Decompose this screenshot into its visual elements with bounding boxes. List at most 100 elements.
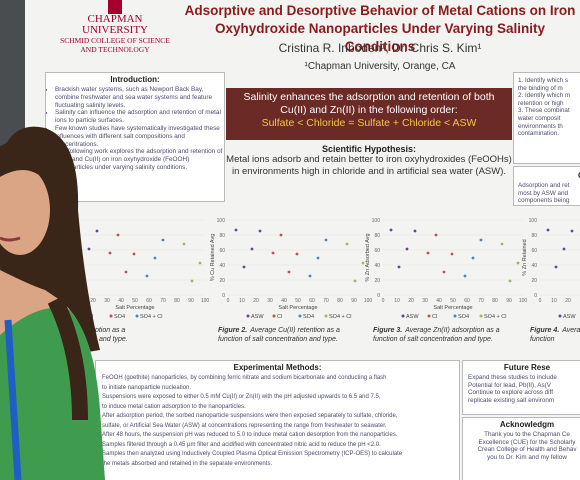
y-tick-label: 80 [374,233,380,239]
affiliation: ¹Chapman University, Orange, CA [304,61,456,72]
plot-dot [190,279,194,283]
x-tick-label: 10 [239,298,245,304]
plot-dot [397,265,401,269]
plot-dot [182,242,186,246]
plot-dot [500,242,504,246]
ack-line: Excellence (CUE) for the Scholarly [478,438,576,446]
plot-dot [361,261,365,265]
legend-swatch [324,314,328,318]
legend-label: ASW [406,314,419,320]
y-tick-label: 60 [374,248,380,254]
methods-line: to induce metal cation adsorption to the… [102,403,246,410]
plot-dot [546,228,550,232]
plot-dot [116,233,120,237]
y-tick-label: 40 [219,263,225,269]
y-tick-label: 80 [531,233,537,239]
order: Sulfate < Chloride = Sulfate + Chloride … [261,117,477,129]
y-tick-label: 20 [374,278,380,284]
x-tick-label: 80 [174,298,180,304]
x-tick-label: 70 [323,298,329,304]
objective-line: water composit [518,114,561,122]
plot-dot [258,229,262,233]
x-tick-label: 20 [408,298,414,304]
legend-label: SO4 + Cl [140,314,162,320]
x-tick-label: 20 [565,298,571,304]
plot-dot [250,247,254,251]
plot-dot [516,261,520,265]
plot-dot [353,279,357,283]
x-tick-label: 60 [464,298,470,304]
future-title: Future Rese [503,363,551,372]
x-tick-label: 60 [309,298,315,304]
methods-line: FeOOH (goethite) nanoparticles, by combi… [102,375,387,381]
methods-line: After 48 hours, the suspension pH was re… [102,432,398,438]
plot-dot [234,228,238,232]
x-tick-label: 90 [506,298,512,304]
x-tick-label: 30 [104,298,110,304]
future-line: Continue to explore across diff [468,389,553,397]
x-tick-label: 80 [492,298,498,304]
title: Adsorptive and Desorptive Behavior of Me… [180,2,580,56]
objective-line: retention or high [518,99,564,107]
plot-dot [450,252,454,256]
plot-dot [345,242,349,246]
x-tick-label: 20 [253,298,259,304]
plot-dot [153,256,157,260]
future-box: Future Rese Expand these studies to incl… [462,360,580,415]
plot-dot [87,247,91,251]
legend-swatch [479,314,483,318]
y-tick-label: 80 [219,233,225,239]
x-tick-label: 20 [90,298,96,304]
objective-line: the binding of m [518,84,563,92]
legend-swatch [246,314,250,318]
y-tick-label: 0 [534,293,537,299]
methods-title: Experimental Methods: [233,363,322,372]
legend-swatch [135,314,139,318]
logo-text: CHAPMAN [87,13,143,25]
caption-text: Average Cu(II) retention as a [249,327,340,334]
intro-bullet: The following work explores the adsorpti… [55,148,224,171]
ack-line: Crean College of Health and Behav [477,446,577,454]
y-tick-label: 60 [531,248,537,254]
logo-text: UNIVERSITY [82,24,148,36]
plot-dot [287,270,291,274]
caption-text: function of salt concentration and type. [218,336,338,343]
plot-dot [308,274,312,278]
methods-box: Experimental Methods: FeOOH (goethite) n… [95,360,460,480]
objectives-box: 1. Identify which s the binding of m 2. Id… [513,72,580,164]
x-axis-label: Salt Percentage [278,305,317,311]
objective-line: 3. These combinat [518,107,570,115]
conclusion-line: Adsorption and ret [518,182,570,189]
x-axis-label: Salt Percentage [433,305,472,311]
person [0,126,105,480]
y-tick-label: 20 [531,278,537,284]
objective-line: contamination. [518,130,559,138]
plot-dot [463,274,467,278]
x-tick-label: 100 [201,298,210,304]
plot-dot [316,256,320,260]
future-line: Potential for lead, Pb(II), As(V [468,381,551,389]
future-line: Expand these studies to include [468,374,557,381]
objective-line: 1. Identify which s [518,77,569,84]
caption-label: Figure 2. [218,327,247,334]
y-tick-label: 20 [219,278,225,284]
ack-line: Thank you to the Chapman Ce [484,431,570,438]
legend-swatch [109,314,113,318]
caption: Figure 3. Average Zn(II) adsorption as a [373,327,500,334]
x-tick-label: 100 [519,298,528,304]
plot-dot [108,251,112,255]
x-tick-label: 50 [450,298,456,304]
highlight-line: Salinity enhances the adsorption and ret… [243,91,495,103]
intro-bullet: Brackish water systems, such as Newport … [55,86,224,109]
caption-label: Figure 3. [373,327,402,334]
plot-dot [279,233,283,237]
x-tick-label: 0 [227,298,230,304]
plot-dot [508,279,512,283]
caption-text: function of salt concentration and type. [373,336,493,343]
caption-text: Average Zn(II) adsorption as a [404,327,500,334]
caption-text: function [530,336,555,343]
caption: Figure 4.Averag [530,327,580,334]
caption: Figure 2. Average Cu(II) retention as a [218,327,340,334]
hypothesis-title: Scientific Hypothesis: [321,144,417,154]
